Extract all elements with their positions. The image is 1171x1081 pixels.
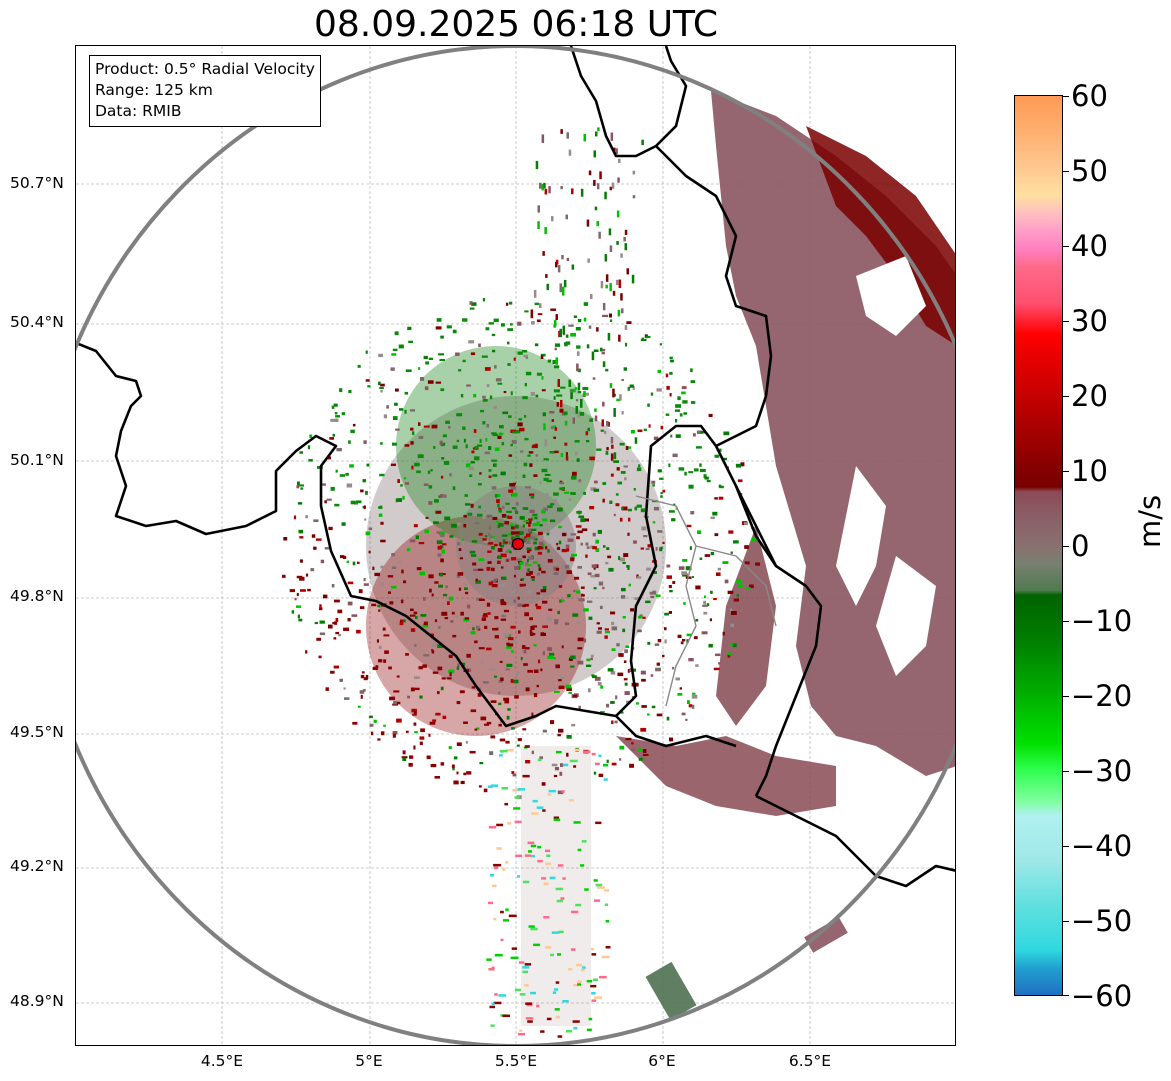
colorbar-label: −10 — [1071, 604, 1133, 638]
colorbar-label: −40 — [1071, 829, 1133, 863]
colorbar-label: −30 — [1071, 754, 1133, 788]
radar-echo-bins — [282, 127, 760, 1039]
colorbar-tick — [1063, 621, 1069, 622]
colorbar-unit: m/s — [1133, 494, 1167, 548]
echo-region-east — [616, 91, 955, 816]
lat-label: 50.7°N — [10, 174, 64, 192]
colorbar-tick — [1063, 396, 1069, 397]
colorbar-tick — [1063, 171, 1069, 172]
colorbar-label: −20 — [1071, 679, 1133, 713]
colorbar-tick — [1063, 546, 1069, 547]
lat-label: 49.5°N — [10, 723, 64, 741]
lon-label: 5.5°E — [494, 1052, 538, 1070]
colorbar-label: 20 — [1071, 379, 1108, 413]
colorbar-label: 60 — [1071, 79, 1108, 113]
colorbar-tick — [1063, 471, 1069, 472]
colorbar-tick — [1063, 321, 1069, 322]
colorbar-tick — [1063, 696, 1069, 697]
info-box: Product: 0.5° Radial Velocity Range: 125… — [89, 55, 321, 127]
lat-label: 50.1°N — [10, 451, 64, 469]
colorbar-label: 0 — [1071, 529, 1090, 563]
colorbar-tick — [1063, 995, 1069, 996]
lon-label: 6.5°E — [788, 1052, 832, 1070]
lon-label: 5°E — [355, 1052, 383, 1070]
colorbar-label: 10 — [1071, 454, 1108, 488]
lat-label: 50.4°N — [10, 313, 64, 331]
colorbar-tick — [1063, 246, 1069, 247]
colorbar-tick — [1063, 96, 1069, 97]
colorbar-tick — [1063, 921, 1069, 922]
echo-streak-south — [521, 746, 848, 1026]
admin-borders — [635, 495, 777, 707]
velocity-colorbar — [1014, 95, 1063, 996]
colorbar-label: 50 — [1071, 154, 1108, 188]
country-borders — [76, 46, 955, 888]
radar-map[interactable] — [75, 45, 956, 1046]
info-range: Range: 125 km — [95, 81, 213, 99]
colorbar-label: −50 — [1071, 904, 1133, 938]
lat-label: 49.2°N — [10, 857, 64, 875]
colorbar-tick — [1063, 771, 1069, 772]
colorbar-label: −60 — [1071, 979, 1133, 1013]
colorbar-label: 40 — [1071, 229, 1108, 263]
lon-label: 4.5°E — [200, 1052, 244, 1070]
lon-label: 6°E — [648, 1052, 676, 1070]
map-title: 08.09.2025 06:18 UTC — [313, 4, 719, 45]
radar-map-canvas — [76, 46, 955, 1045]
info-source: Data: RMIB — [95, 102, 182, 120]
lat-label: 48.9°N — [10, 992, 64, 1010]
colorbar-tick — [1063, 846, 1069, 847]
info-product: Product: 0.5° Radial Velocity — [95, 60, 315, 78]
lat-label: 49.8°N — [10, 587, 64, 605]
radar-site-marker[interactable] — [511, 537, 525, 551]
colorbar-label: 30 — [1071, 304, 1108, 338]
